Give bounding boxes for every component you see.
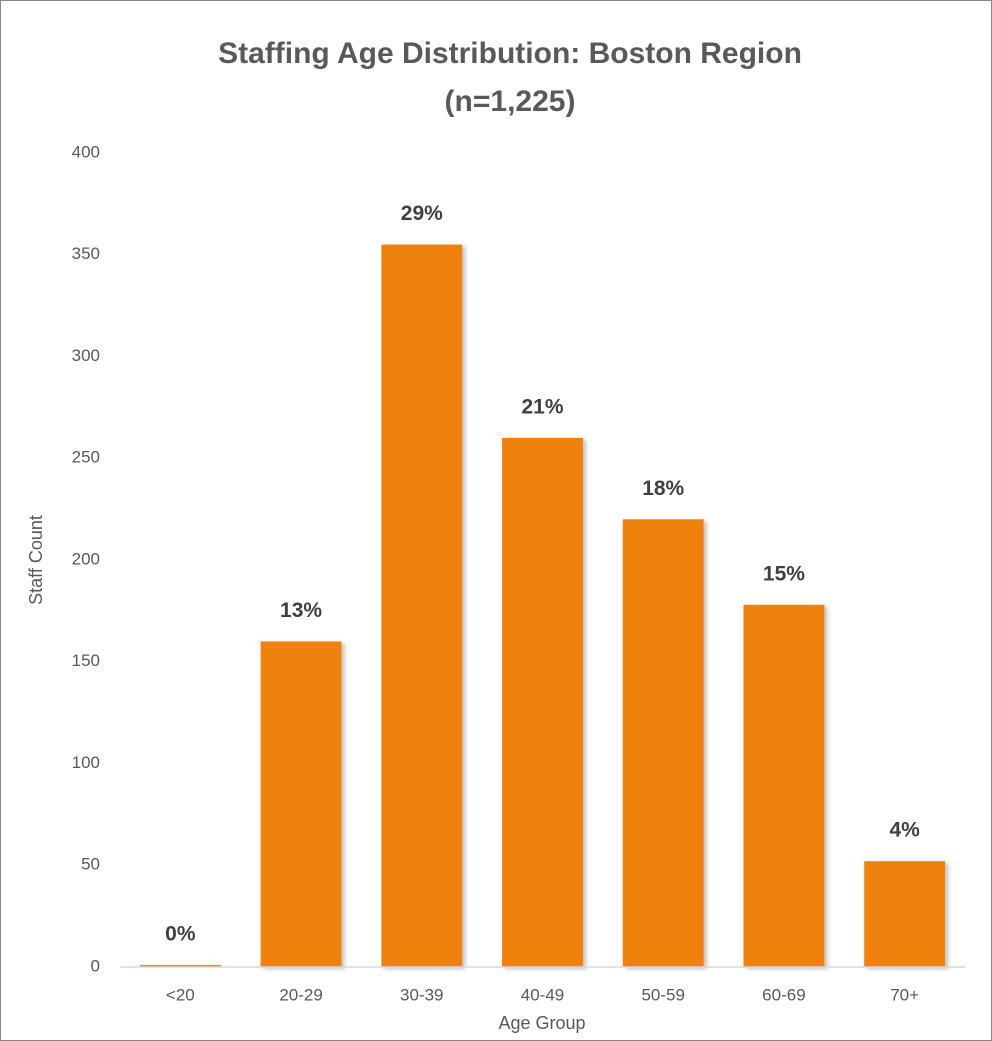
- x-tick-label: <20: [166, 985, 195, 1004]
- bar: [622, 519, 704, 967]
- bar: [139, 964, 221, 967]
- data-label: 4%: [889, 819, 920, 842]
- bar: [260, 641, 342, 967]
- y-tick-label: 200: [72, 549, 100, 568]
- x-tick-label: 40-49: [521, 985, 564, 1004]
- data-label: 0%: [165, 923, 196, 946]
- chart-title: Staffing Age Distribution: Boston Region: [218, 37, 802, 70]
- y-tick-label: 150: [72, 651, 100, 670]
- x-tick-label: 30-39: [400, 985, 443, 1004]
- y-tick-label: 100: [72, 753, 100, 772]
- y-tick-label: 350: [72, 244, 100, 263]
- x-tick-label: 70+: [890, 985, 919, 1004]
- y-tick-label: 0: [91, 956, 100, 975]
- chart-subtitle: (n=1,225): [445, 85, 576, 118]
- x-axis-title: Age Group: [498, 1013, 585, 1033]
- data-label: 18%: [642, 477, 684, 500]
- y-tick-label: 250: [72, 448, 100, 467]
- y-tick-label: 400: [72, 142, 100, 161]
- y-tick-label: 50: [81, 855, 100, 874]
- x-tick-label: 60-69: [762, 985, 805, 1004]
- x-tick-label: 20-29: [279, 985, 322, 1004]
- y-tick-label: 300: [72, 346, 100, 365]
- data-label: 13%: [280, 599, 322, 622]
- bar: [381, 244, 463, 967]
- bar: [502, 437, 583, 967]
- data-label: 15%: [763, 562, 805, 585]
- bar: [864, 861, 946, 967]
- data-label: 21%: [521, 395, 563, 418]
- x-tick-label: 50-59: [641, 985, 684, 1004]
- bar: [743, 604, 825, 967]
- data-label: 29%: [401, 202, 443, 225]
- y-axis-title: Staff Count: [26, 515, 46, 605]
